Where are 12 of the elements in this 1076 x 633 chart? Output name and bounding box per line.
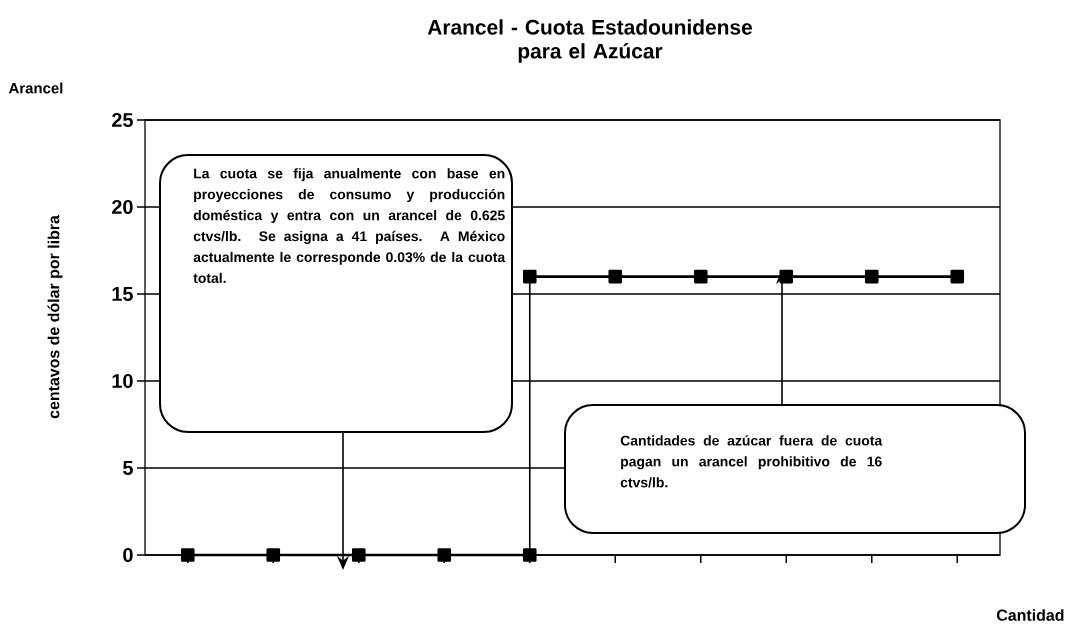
y-tick-label: 10: [112, 373, 133, 389]
annotation: La cuota se fija anualmente con base en proyecciones de consumo y producción doméstica y entra con un arancel de 0.625 ctvs/lb. Se asigna a 41 países. A México actualmente le corresponde 0.03% de la cuota total.: [193, 168, 506, 284]
y-tick-label: 15: [112, 287, 133, 301]
chart-subtitle: Arancel: [8, 82, 63, 94]
y-axis-title: centavos de dólar por libra: [47, 215, 63, 419]
chart-title: Arancel - Cuota Estadounidense para el Azúcar: [427, 19, 753, 63]
y-tick-label: 20: [112, 199, 133, 215]
x-axis-title: Cantidad: [996, 609, 1064, 621]
annotation: Cantidades de azúcar fuera de cuota pagan un arancel prohibitivo de 16 ctvs/lb.: [620, 435, 883, 488]
y-tick-label: 25: [112, 112, 133, 128]
y-tick-label: 5: [123, 461, 133, 475]
y-tick-label: 0: [123, 547, 133, 563]
